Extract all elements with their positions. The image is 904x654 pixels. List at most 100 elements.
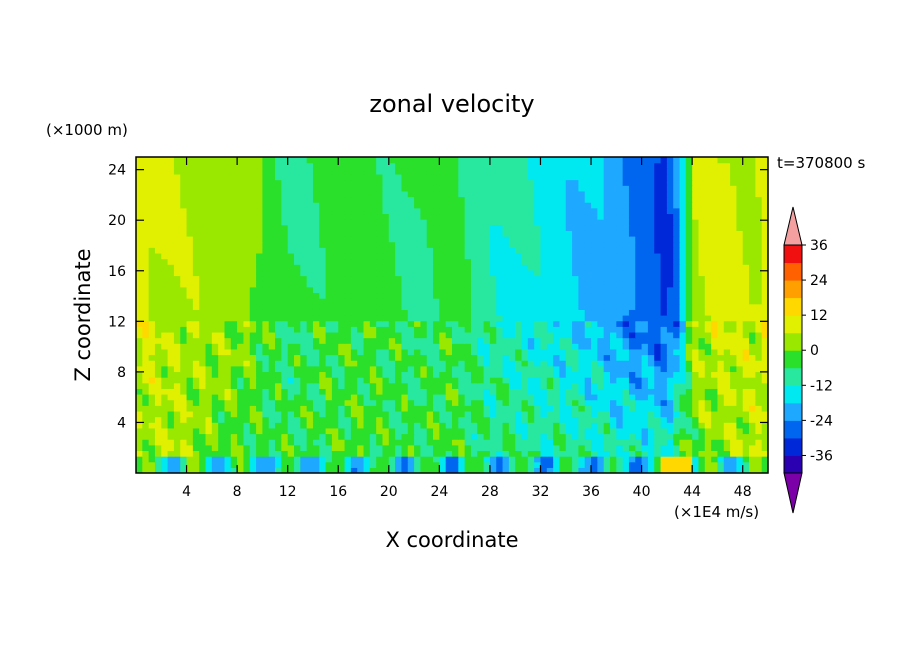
contour-cell (628, 202, 636, 209)
contour-cell (730, 439, 737, 446)
contour-cell (142, 394, 150, 401)
contour-cell (268, 252, 276, 260)
contour-cell (584, 207, 592, 215)
contour-cell (395, 326, 403, 333)
contour-cell (685, 252, 693, 260)
contour-cell (477, 326, 485, 333)
contour-cell (199, 286, 207, 294)
contour-cell (300, 467, 308, 473)
contour-cell (761, 264, 768, 271)
contour-cell (287, 230, 295, 237)
contour-cell (414, 405, 421, 412)
contour-cell (312, 343, 320, 350)
contour-cell (723, 405, 731, 412)
contour-cell (546, 326, 554, 333)
contour-cell (553, 410, 561, 418)
contour-cell (294, 269, 301, 277)
contour-cell (572, 315, 579, 322)
contour-cell (591, 230, 598, 237)
contour-cell (717, 224, 725, 231)
contour-cell (395, 258, 403, 265)
contour-cell (496, 190, 504, 198)
contour-cell (382, 247, 390, 254)
contour-cell (452, 410, 459, 418)
contour-cell (420, 303, 428, 310)
contour-cell (395, 382, 403, 389)
contour-cell (591, 450, 598, 457)
contour-cell (616, 360, 624, 367)
contour-cell (161, 410, 169, 418)
contour-cell (742, 230, 750, 237)
contour-cell (243, 354, 251, 361)
contour-cell (654, 394, 662, 401)
contour-cell (717, 410, 725, 418)
contour-cell (527, 230, 535, 237)
contour-cell (616, 365, 624, 373)
contour-cell (205, 439, 213, 446)
contour-cell (306, 202, 314, 209)
contour-cell (312, 202, 320, 209)
contour-cell (420, 439, 428, 446)
contour-cell (331, 241, 339, 248)
contour-cell (584, 388, 592, 395)
contour-cell (414, 190, 421, 198)
contour-cell (470, 224, 478, 231)
contour-cell (578, 416, 586, 423)
contour-cell (477, 281, 485, 288)
contour-cell (483, 399, 491, 406)
contour-cell (730, 377, 737, 384)
contour-cell (350, 252, 358, 260)
contour-cell (186, 461, 194, 468)
contour-cell (527, 360, 535, 367)
contour-cell (654, 377, 662, 384)
contour-cell (433, 219, 440, 226)
contour-cell (489, 269, 497, 277)
contour-cell (192, 433, 200, 440)
contour-cell (704, 337, 712, 344)
contour-cell (692, 326, 700, 333)
contour-cell (186, 202, 194, 209)
contour-cell (426, 190, 434, 198)
contour-cell (414, 196, 421, 203)
contour-cell (376, 286, 384, 294)
contour-cell (553, 354, 561, 361)
contour-cell (730, 444, 737, 452)
contour-cell (230, 252, 238, 260)
contour-cell (502, 394, 510, 401)
contour-cell (154, 422, 162, 429)
contour-cell (704, 292, 712, 299)
contour-cell (534, 456, 542, 463)
contour-cell (717, 315, 725, 322)
contour-cell (452, 264, 459, 271)
contour-cell (388, 230, 396, 237)
contour-cell (173, 377, 181, 384)
contour-cell (388, 281, 396, 288)
contour-cell (275, 461, 282, 468)
contour-cell (344, 354, 352, 361)
contour-cell (281, 416, 289, 423)
contour-cell (559, 247, 567, 254)
contour-cell (256, 467, 263, 473)
contour-cell (407, 213, 415, 220)
contour-cell (521, 320, 529, 327)
contour-cell (553, 416, 561, 423)
contour-cell (275, 247, 282, 254)
contour-cell (584, 456, 592, 463)
contour-cell (704, 252, 712, 260)
contour-cell (553, 399, 561, 406)
contour-cell (306, 269, 314, 277)
contour-cell (414, 292, 421, 299)
contour-cell (698, 382, 706, 389)
contour-cell (186, 275, 194, 282)
contour-cell (673, 281, 681, 288)
contour-cell (249, 394, 257, 401)
contour-cell (628, 343, 636, 350)
contour-cell (350, 382, 358, 389)
contour-cell (477, 292, 485, 299)
contour-cell (704, 298, 712, 305)
contour-cell (426, 377, 434, 384)
contour-cell (205, 388, 213, 395)
contour-cell (433, 405, 440, 412)
contour-cell (205, 365, 213, 373)
contour-cell (553, 190, 561, 198)
